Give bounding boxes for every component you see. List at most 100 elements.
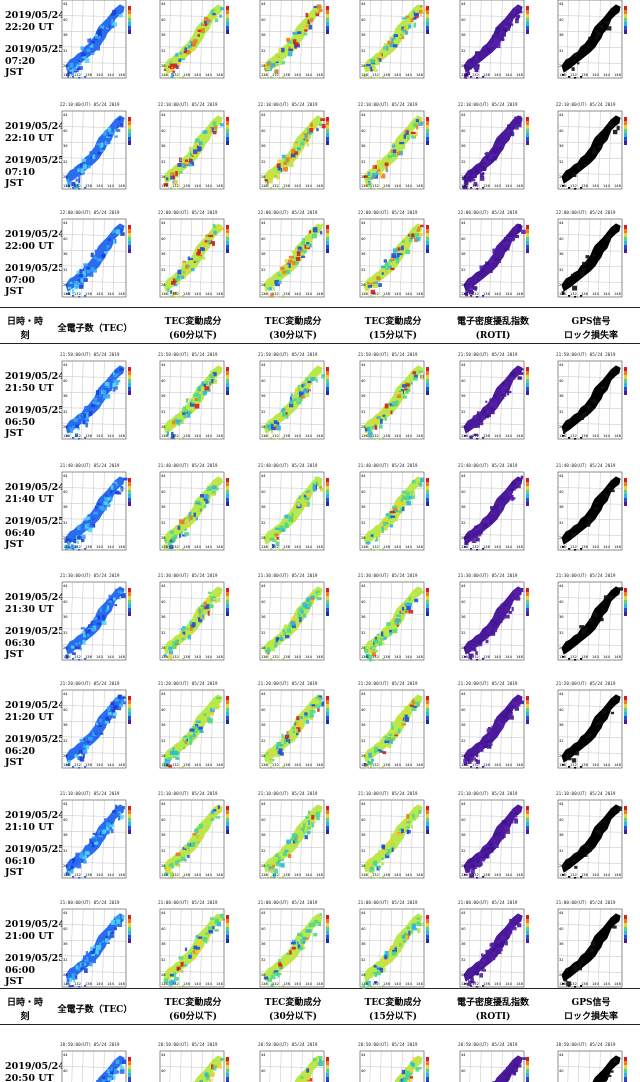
- lat-tick-label: 36: [63, 833, 68, 838]
- lat-tick-label: 44: [161, 363, 166, 367]
- lat-tick-label: 36: [559, 615, 564, 620]
- lon-tick-label: 144: [107, 982, 114, 986]
- lat-tick-label: 44: [559, 363, 564, 367]
- map-image: [359, 0, 429, 79]
- lon-tick-label: 144: [405, 763, 412, 767]
- map-cell-lol: 44 40 36 32 28 128 132 136 140 144 148 22:10:00(UT)…: [548, 103, 634, 196]
- lon-tick-label: 140: [294, 292, 301, 296]
- lat-tick-label: 44: [461, 584, 466, 588]
- row-time-label: 2019/05/24 21:50 UT 2019/05/25 06:50 JST: [5, 371, 65, 440]
- lat-tick-label: 40: [361, 378, 366, 383]
- lon-tick-label: 144: [405, 292, 412, 296]
- map-cell-lol: 44 40 36 32 28 128 132 136 140 144 148 21:40:00(UT)…: [548, 464, 634, 557]
- map-title: 22:00:00(UT) 05/24 2019: [258, 211, 318, 216]
- ut-date: 2019/05/24: [5, 10, 65, 21]
- map-image: [557, 689, 627, 769]
- lon-tick-label: 128: [361, 184, 368, 188]
- lon-tick-label: 128: [361, 873, 368, 877]
- lat-tick-label: 40: [559, 707, 564, 712]
- lon-tick-label: 144: [505, 292, 512, 296]
- lon-tick-label: 148: [516, 73, 523, 77]
- lat-tick-label: 44: [261, 911, 266, 915]
- map-image: [61, 799, 131, 879]
- lon-tick-label: 136: [581, 73, 588, 77]
- lon-tick-label: 128: [361, 655, 368, 659]
- map-title: 21:20:00(UT) 05/24 2019: [358, 682, 418, 687]
- map-cell-tec: 44 40 36 32 28 128 132 136 140 144 148 21:40:00(UT)…: [52, 464, 138, 557]
- lat-tick-label: 32: [63, 848, 68, 853]
- map-cell-fluct: 44 40 36 32 28 128 132 136 140 144 148 21:50:00(UT)…: [150, 353, 236, 446]
- lon-tick-label: 148: [316, 763, 323, 767]
- lon-tick-label: 132: [272, 73, 279, 77]
- ut-time: 22:20 UT: [5, 21, 54, 33]
- lat-tick-label: 40: [559, 489, 564, 494]
- lat-tick-label: 44: [161, 584, 166, 588]
- lat-tick-label: 44: [559, 692, 564, 696]
- lon-tick-label: 128: [461, 73, 468, 77]
- lat-tick-label: 36: [361, 615, 366, 620]
- map-image: [557, 1050, 627, 1082]
- lon-tick-label: 148: [614, 982, 621, 986]
- lon-tick-label: 148: [614, 545, 621, 549]
- lon-tick-label: 128: [161, 545, 168, 549]
- time-column-header: 日時・時刻: [2, 996, 48, 1024]
- map-title: 21:50:00(UT) 05/24 2019: [556, 353, 616, 358]
- lon-tick-label: 132: [172, 982, 179, 986]
- lon-tick-label: 136: [283, 655, 290, 659]
- lon-tick-label: 136: [283, 292, 290, 296]
- lat-tick-label: 44: [161, 1053, 166, 1057]
- map-title: 21:00:00(UT) 05/24 2019: [556, 901, 616, 906]
- lat-tick-label: 32: [461, 159, 466, 164]
- lon-tick-label: 128: [63, 73, 70, 77]
- column-header: GPS信号 ロック損失率: [542, 315, 640, 343]
- lon-tick-label: 148: [216, 982, 223, 986]
- lat-tick-label: 32: [261, 630, 266, 635]
- lon-tick-label: 128: [261, 655, 268, 659]
- lon-tick-label: 128: [559, 545, 566, 549]
- lon-tick-label: 148: [316, 873, 323, 877]
- map-title: 22:00:00(UT) 05/24 2019: [458, 211, 518, 216]
- lon-tick-label: 132: [472, 73, 479, 77]
- lon-tick-label: 132: [272, 292, 279, 296]
- map-cell-fluct: 44 40 36 32 28 128 132 136 140 144 148 21:30:00(UT)…: [150, 574, 236, 667]
- lon-tick-label: 144: [505, 763, 512, 767]
- map-title: 21:30:00(UT) 05/24 2019: [158, 574, 218, 579]
- lat-tick-label: 36: [461, 833, 466, 838]
- lon-tick-label: 132: [570, 545, 577, 549]
- lon-tick-label: 132: [472, 434, 479, 438]
- lon-tick-label: 140: [592, 873, 599, 877]
- lat-tick-label: 32: [161, 48, 166, 53]
- map-cell-roti: 44 40 36 32 28 128 132 136 140 144 148 21:40:00(UT)…: [450, 464, 536, 557]
- jst-date: 2019/05/25: [5, 734, 65, 745]
- lon-tick-label: 136: [581, 292, 588, 296]
- lat-tick-label: 40: [461, 17, 466, 22]
- lat-tick-label: 36: [559, 723, 564, 728]
- jst-label: JST: [5, 428, 24, 439]
- lon-tick-label: 148: [216, 292, 223, 296]
- lon-tick-label: 148: [316, 434, 323, 438]
- lon-tick-label: 140: [494, 292, 501, 296]
- lon-tick-label: 148: [416, 873, 423, 877]
- lat-tick-label: 28: [461, 973, 466, 978]
- lat-tick-label: 32: [161, 520, 166, 525]
- lon-tick-label: 148: [216, 545, 223, 549]
- lat-tick-label: 40: [361, 128, 366, 133]
- lon-tick-label: 140: [96, 763, 103, 767]
- lat-tick-label: 36: [63, 33, 68, 38]
- header-line-1: TEC変動成分: [264, 317, 322, 327]
- lon-tick-label: 136: [581, 184, 588, 188]
- lon-tick-label: 144: [505, 655, 512, 659]
- map-image: [61, 689, 131, 769]
- lon-tick-label: 132: [472, 292, 479, 296]
- map-cell-fluct: 44 40 36 32 28 128 132 136 140 144 148 22:00:00(UT)…: [350, 211, 436, 304]
- lat-tick-label: 28: [63, 754, 68, 759]
- lon-tick-label: 132: [74, 982, 81, 986]
- map-cell-tec: 44 40 36 32 28 128 132 136 140 144 148 21:00:00(UT)…: [52, 901, 138, 994]
- lon-tick-label: 136: [183, 873, 190, 877]
- lon-tick-label: 144: [405, 184, 412, 188]
- header-bottom-rule: [0, 343, 640, 344]
- map-title: 21:30:00(UT) 05/24 2019: [258, 574, 318, 579]
- lat-tick-label: 36: [461, 144, 466, 149]
- lon-tick-label: 132: [372, 292, 379, 296]
